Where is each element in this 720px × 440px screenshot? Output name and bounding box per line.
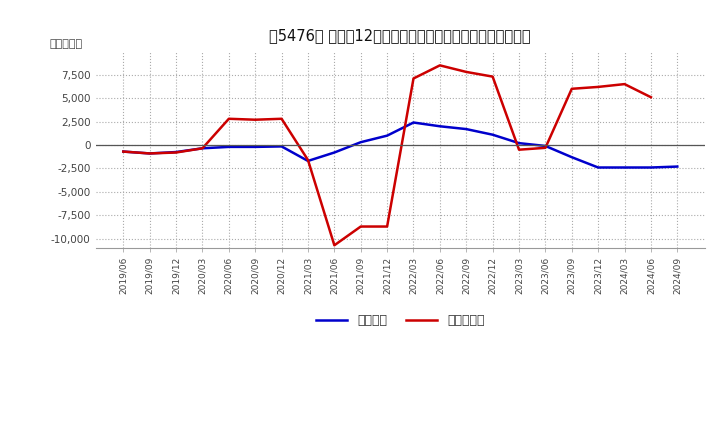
経常利益 bbox=[567, 154, 576, 160]
経常利益 bbox=[488, 132, 497, 137]
当期純利益 bbox=[515, 147, 523, 152]
経常利益 bbox=[673, 164, 682, 169]
経常利益 bbox=[462, 126, 471, 132]
経常利益 bbox=[620, 165, 629, 170]
当期純利益 bbox=[488, 74, 497, 79]
経常利益 bbox=[541, 143, 549, 149]
経常利益 bbox=[172, 150, 181, 155]
経常利益 bbox=[251, 144, 259, 150]
Text: （百万円）: （百万円） bbox=[50, 39, 83, 49]
経常利益 bbox=[119, 149, 127, 154]
Line: 経常利益: 経常利益 bbox=[123, 122, 678, 168]
Line: 当期純利益: 当期純利益 bbox=[123, 66, 651, 245]
当期純利益 bbox=[647, 95, 655, 100]
経常利益 bbox=[145, 151, 154, 156]
当期純利益 bbox=[251, 117, 259, 122]
経常利益 bbox=[304, 158, 312, 164]
経常利益 bbox=[436, 124, 444, 129]
Title: ［5476］ 利益だ12か月移動合計の対前年同期増減額の推移: ［5476］ 利益だ12か月移動合計の対前年同期増減額の推移 bbox=[269, 28, 531, 43]
当期純利益 bbox=[119, 149, 127, 154]
当期純利益 bbox=[356, 224, 365, 229]
経常利益 bbox=[594, 165, 603, 170]
当期純利益 bbox=[145, 151, 154, 156]
当期純利益 bbox=[409, 76, 418, 81]
当期純利益 bbox=[383, 224, 392, 229]
経常利益 bbox=[409, 120, 418, 125]
経常利益 bbox=[515, 140, 523, 146]
Legend: 経常利益, 当期純利益: 経常利益, 当期純利益 bbox=[311, 309, 490, 333]
当期純利益 bbox=[436, 63, 444, 68]
当期純利益 bbox=[594, 84, 603, 90]
当期純利益 bbox=[277, 116, 286, 121]
経常利益 bbox=[383, 133, 392, 138]
経常利益 bbox=[277, 144, 286, 149]
当期純利益 bbox=[304, 158, 312, 163]
当期純利益 bbox=[172, 150, 181, 155]
経常利益 bbox=[225, 144, 233, 150]
当期純利益 bbox=[620, 81, 629, 87]
当期純利益 bbox=[541, 145, 549, 150]
経常利益 bbox=[647, 165, 655, 170]
経常利益 bbox=[356, 139, 365, 145]
当期純利益 bbox=[225, 116, 233, 121]
経常利益 bbox=[330, 150, 338, 155]
当期純利益 bbox=[567, 86, 576, 92]
当期純利益 bbox=[462, 69, 471, 74]
当期純利益 bbox=[330, 242, 338, 248]
経常利益 bbox=[198, 146, 207, 151]
当期純利益 bbox=[198, 146, 207, 151]
